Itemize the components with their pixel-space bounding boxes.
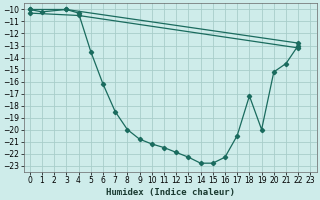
X-axis label: Humidex (Indice chaleur): Humidex (Indice chaleur)	[106, 188, 235, 197]
